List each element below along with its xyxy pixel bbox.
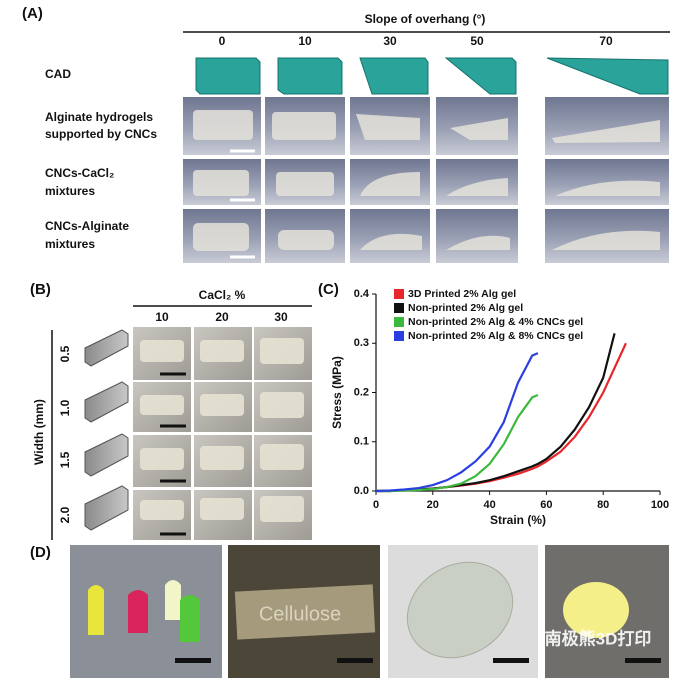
column-label: 10: [298, 34, 312, 48]
legend-swatch: [394, 289, 404, 299]
legend-label: 3D Printed 2% Alg gel: [408, 288, 516, 300]
row-label: 1.5: [58, 451, 72, 468]
column-label: 30: [383, 34, 397, 48]
column-label: 70: [599, 34, 613, 48]
sample-text: Cellulose: [259, 603, 341, 625]
y-tick-label: 0.4: [354, 288, 370, 300]
series-line: [375, 352, 539, 493]
column-label: 10: [155, 310, 169, 324]
column-label: 50: [470, 34, 484, 48]
y-tick-label: 0.3: [354, 337, 369, 349]
y-tick-label: 0.2: [354, 386, 369, 398]
x-tick-label: 20: [427, 499, 439, 511]
legend-label: Non-printed 2% Alg gel: [408, 302, 523, 314]
series-line: [376, 393, 539, 493]
row-label: mixtures: [45, 237, 95, 251]
row-label: mixtures: [45, 184, 95, 198]
stress-strain-chart: (C) 0.0 0.1 0.2 0.3 0.4 0 20 40 60 80 100 Strain (%)…: [318, 281, 669, 527]
column-header: Slope of overhang (°): [365, 12, 486, 26]
column-label: 20: [215, 310, 229, 324]
photo-grid-b: [133, 327, 312, 540]
row-label: 2.0: [58, 506, 72, 523]
watermark: 南极熊3D打印: [545, 628, 652, 648]
y-tick-label: 0.0: [354, 485, 369, 497]
row-label: CAD: [45, 67, 71, 81]
series-line: [376, 333, 616, 493]
legend-label: Non-printed 2% Alg & 8% CNCs gel: [408, 330, 583, 342]
y-axis-label: Stress (MPa): [330, 356, 344, 429]
row-label: supported by CNCs: [45, 127, 157, 141]
series-line: [376, 342, 627, 493]
column-header: CaCl₂ %: [199, 288, 246, 302]
row-axis-label: Width (mm): [32, 399, 46, 465]
row-label: CNCs-CaCl₂: [45, 166, 114, 180]
panel-label: (A): [22, 5, 43, 22]
row-label: 0.5: [58, 345, 72, 362]
x-tick-label: 100: [651, 499, 669, 511]
legend-swatch: [394, 317, 404, 327]
row-label: CNCs-Alginate: [45, 219, 129, 233]
row-label: 1.0: [58, 399, 72, 416]
legend-swatch: [394, 331, 404, 341]
photo-strip-d: Cellulose 南极熊3D打印: [70, 545, 669, 678]
y-tick-label: 0.1: [354, 436, 369, 448]
legend-label: Non-printed 2% Alg & 4% CNCs gel: [408, 316, 583, 328]
photo-grid-a: [183, 97, 669, 263]
cad-models: [195, 57, 669, 95]
column-label: 30: [274, 310, 288, 324]
x-tick-label: 0: [373, 499, 379, 511]
panel-label: (B): [30, 281, 51, 298]
x-tick-label: 40: [483, 499, 495, 511]
x-axis-label: Strain (%): [490, 513, 546, 527]
width-models: [84, 329, 129, 531]
x-tick-label: 60: [540, 499, 552, 511]
panel-label: (C): [318, 281, 339, 298]
row-label: Alginate hydrogels: [45, 110, 153, 124]
x-tick-label: 80: [597, 499, 609, 511]
column-label: 0: [219, 34, 226, 48]
panel-label: (D): [30, 544, 51, 561]
legend-swatch: [394, 303, 404, 313]
